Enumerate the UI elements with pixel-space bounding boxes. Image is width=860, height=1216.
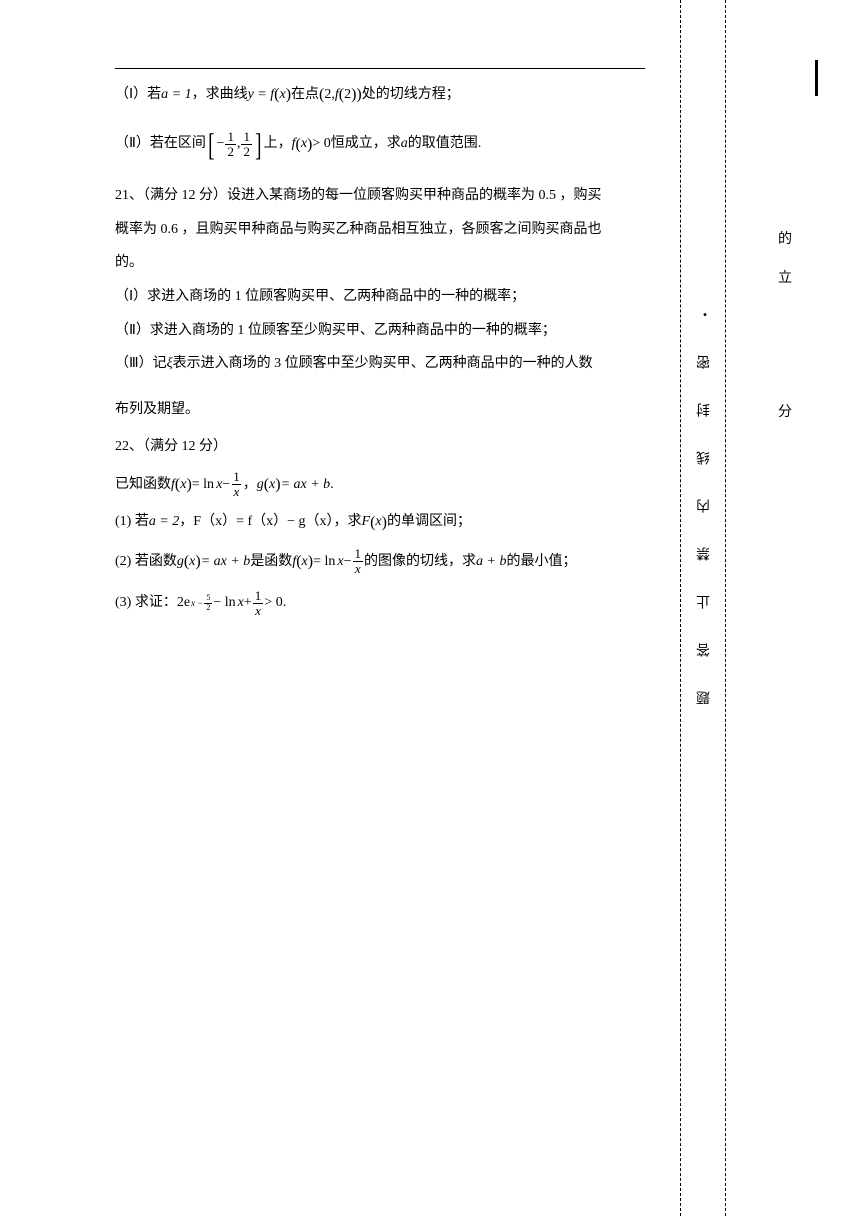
text: 的取值范围. [408, 133, 482, 155]
math: = ax + b [201, 551, 251, 573]
seal-char: 内 [695, 499, 715, 513]
denominator: 2 [225, 144, 236, 159]
fraction: 5 2 [204, 594, 212, 613]
math: > 0 [312, 133, 330, 155]
text: 的图像的切线，求 [364, 551, 476, 573]
text: 已知函数 [115, 474, 171, 496]
math: + [244, 592, 252, 614]
math: g [177, 551, 184, 573]
text: (3) 求证： [115, 592, 177, 614]
math: a = 1 [161, 84, 191, 106]
math: a + b [476, 551, 506, 573]
text: 的最小值； [506, 551, 576, 573]
math: F [362, 511, 371, 533]
text: 上， [264, 133, 292, 155]
p20-part1: （Ⅰ）若 a = 1 ，求曲线 y = f ( x ) 在点 ( 2, f ( … [115, 82, 645, 108]
p22-intro: 已知函数 f ( x ) = ln x − 1 x ， g ( x ) = ax… [115, 470, 645, 500]
exponent: x − 5 2 [191, 594, 213, 613]
numerator: 1 [241, 130, 252, 144]
numerator: 1 [353, 547, 364, 561]
math: = ln [313, 551, 335, 573]
p21-line3: 的。 [115, 246, 645, 280]
fraction: 1 x [253, 589, 264, 619]
p21-line2: 概率为 0.6 ，且购买甲种商品与购买乙种商品相互独立，各顾客之间购买商品也 [115, 213, 645, 247]
text: 恒成立，求 [331, 133, 401, 155]
text: 在点 [291, 84, 319, 106]
math: a = 2 [149, 511, 179, 533]
numerator: 1 [231, 470, 242, 484]
text: （Ⅰ）若 [115, 84, 161, 106]
rbracket: ] [255, 132, 261, 158]
fraction: 1 2 [241, 130, 252, 160]
math: − ln [213, 592, 235, 614]
lbracket: [ [208, 132, 214, 158]
numerator: 5 [204, 594, 212, 603]
p22-q1: (1) 若 a = 2 ，F（x）= f（x）− g（x），求 F ( x ) … [115, 510, 645, 536]
text: (2) 若函数 [115, 551, 177, 573]
math: g [257, 474, 264, 496]
fold-line-2 [725, 0, 726, 1216]
seal-char: 答 [695, 643, 715, 657]
seal-char: 密 [695, 355, 715, 369]
math: a [401, 133, 408, 155]
p21-q1: （Ⅰ）求进入商场的 1 位顾客购买甲、乙两种商品中的一种的概率； [115, 280, 645, 314]
text: （Ⅱ）若在区间 [115, 133, 206, 155]
text: (1) 若 [115, 511, 149, 533]
comma: , [237, 133, 241, 155]
p21-header: 21、（满分 12 分）设进入某商场的每一位顾客购买甲种商品的概率为 0.5 ，… [115, 179, 645, 213]
p20-part2: （Ⅱ）若在区间 [ − 1 2 , 1 2 ] 上， f ( x ) > 0 恒… [115, 130, 645, 160]
math: 2, [324, 84, 335, 106]
exp-text: x − [191, 599, 203, 608]
dot-icon: . [703, 300, 708, 321]
fold-line-1 [680, 0, 681, 1216]
math: = ln [192, 474, 214, 496]
seal-char: 禁 [695, 547, 715, 561]
math: − [222, 474, 230, 496]
p21-q3c: 布列及期望。 [115, 393, 645, 427]
text: . [283, 592, 287, 614]
denominator: x [253, 603, 263, 618]
p22-header: 22、（满分 12 分） [115, 430, 645, 464]
text: 是函数 [250, 551, 292, 573]
page: （Ⅰ）若 a = 1 ，求曲线 y = f ( x ) 在点 ( 2, f ( … [0, 0, 860, 1216]
math: − [344, 551, 352, 573]
math: 2 [344, 84, 351, 106]
text: 表示进入商场的 3 位顾客中至少购买甲、乙两种商品中的一种的人数 [173, 347, 593, 381]
math: 2e [177, 592, 190, 614]
p22-q2: (2) 若函数 g ( x ) = ax + b 是函数 f ( x ) = l… [115, 547, 645, 577]
seal-char: 止 [695, 595, 715, 609]
denominator: x [353, 561, 363, 576]
fraction: 1 x [353, 547, 364, 577]
neg: − [217, 133, 225, 155]
p21-q2: （Ⅱ）求进入商场的 1 位顾客至少购买甲、乙两种商品中的一种的概率； [115, 314, 645, 348]
numerator: 1 [225, 130, 236, 144]
text: ，F（x）= f（x）− g（x），求 [179, 511, 361, 533]
seal-char: 封 [695, 403, 715, 417]
text: （Ⅲ）记 [115, 347, 167, 381]
margin-char: 分 [778, 401, 792, 421]
text: 处的切线方程； [362, 84, 460, 106]
math: > 0 [264, 592, 282, 614]
margin-char: 的 [778, 228, 792, 248]
denominator: 2 [204, 603, 212, 613]
text: 的单调区间； [387, 511, 471, 533]
fraction: 1 2 [225, 130, 236, 160]
text: . [330, 474, 334, 496]
math: y = f [248, 84, 275, 106]
fraction: 1 x [231, 470, 242, 500]
seal-char: 题 [695, 691, 715, 705]
math: = ax + b [281, 474, 331, 496]
denominator: 2 [241, 144, 252, 159]
sealing-line-text: . 密 封 线 内 禁 止 答 题 [695, 300, 715, 705]
p22-q3: (3) 求证： 2e x − 5 2 − ln x + 1 x > 0 . [115, 589, 645, 619]
margin-char: 立 [778, 267, 792, 287]
denominator: x [232, 484, 242, 499]
content-area: （Ⅰ）若 a = 1 ，求曲线 y = f ( x ) 在点 ( 2, f ( … [115, 60, 645, 630]
seal-char: 线 [695, 451, 715, 465]
margin-mark [815, 60, 818, 96]
text: ，求曲线 [192, 84, 248, 106]
text: ， [243, 474, 257, 496]
numerator: 1 [253, 589, 264, 603]
p21-q3: （Ⅲ）记 ξ 表示进入商场的 3 位顾客中至少购买甲、乙两种商品中的一种的人数 [115, 347, 645, 381]
